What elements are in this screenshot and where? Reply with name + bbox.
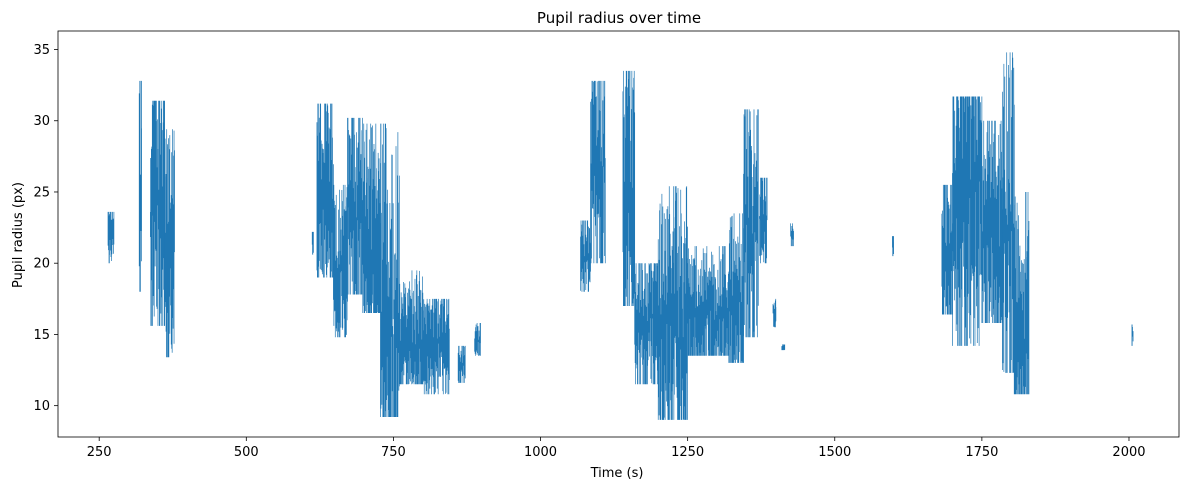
axes-frame bbox=[57, 30, 1180, 438]
series-trace-segment bbox=[590, 80, 606, 264]
x-axis-label: Time (s) bbox=[590, 466, 644, 481]
series-trace bbox=[687, 246, 730, 356]
series-trace bbox=[422, 298, 450, 395]
series-trace-segment bbox=[580, 220, 591, 292]
series-trace-segment bbox=[398, 270, 424, 385]
series-trace bbox=[311, 231, 314, 255]
series-trace-segment bbox=[781, 344, 786, 351]
series-trace-segment bbox=[790, 223, 794, 247]
x-tick-label: 750 bbox=[381, 445, 406, 460]
series-trace bbox=[138, 80, 142, 292]
series-trace bbox=[333, 184, 348, 338]
series-trace bbox=[759, 177, 768, 264]
x-tick-label: 1000 bbox=[524, 445, 557, 460]
series-trace-segment bbox=[316, 103, 334, 278]
series-trace-segment bbox=[1002, 52, 1015, 373]
y-tick-label: 25 bbox=[33, 185, 50, 200]
x-tick-label: 2000 bbox=[1112, 445, 1145, 460]
x-tick-label: 1250 bbox=[671, 445, 704, 460]
series-trace-segment bbox=[892, 236, 894, 257]
series-trace-segment bbox=[759, 177, 768, 264]
series-trace-segment bbox=[743, 109, 759, 338]
series-trace bbox=[362, 123, 381, 314]
y-axis-label: Pupil radius (px) bbox=[11, 182, 26, 288]
series-trace bbox=[981, 120, 1003, 324]
x-tick-label: 1750 bbox=[965, 445, 998, 460]
x-tick-label: 250 bbox=[87, 445, 112, 460]
series-trace bbox=[316, 103, 334, 278]
series-trace-segment bbox=[474, 323, 481, 356]
series-trace bbox=[1002, 52, 1015, 373]
series-trace-segment bbox=[311, 231, 314, 255]
series-trace-segment bbox=[657, 186, 688, 420]
x-tick-label: 500 bbox=[234, 445, 259, 460]
series-trace-segment bbox=[107, 211, 115, 264]
series-trace-segment bbox=[981, 120, 1003, 324]
series-trace-segment bbox=[952, 96, 983, 346]
series-trace-segment bbox=[772, 298, 777, 328]
x-axis: 250 500 750 1000 1250 1500 1750 2000 bbox=[87, 437, 1146, 460]
series-trace bbox=[1013, 191, 1030, 395]
x-tick-label: 1500 bbox=[818, 445, 851, 460]
plot-area bbox=[107, 52, 1134, 420]
y-tick-label: 15 bbox=[33, 328, 50, 343]
series-trace bbox=[347, 117, 364, 295]
series-trace bbox=[941, 184, 953, 315]
y-axis: 10 15 20 25 30 35 bbox=[33, 43, 58, 414]
chart-title: Pupil radius over time bbox=[537, 9, 701, 27]
series-trace bbox=[380, 123, 400, 418]
series-trace bbox=[164, 129, 175, 358]
series-trace bbox=[772, 298, 777, 328]
series-trace bbox=[743, 109, 759, 338]
series-trace-segment bbox=[138, 80, 142, 292]
series-trace bbox=[892, 236, 894, 257]
series-trace bbox=[1131, 324, 1134, 346]
series-trace bbox=[728, 213, 744, 363]
series-trace bbox=[398, 270, 424, 385]
series-trace-segment bbox=[1013, 191, 1030, 395]
series-trace-segment bbox=[941, 184, 953, 315]
series-trace bbox=[657, 186, 688, 420]
series-trace bbox=[634, 263, 659, 385]
series-trace-segment bbox=[150, 100, 166, 326]
y-tick-label: 30 bbox=[33, 114, 50, 129]
series-trace-segment bbox=[347, 117, 364, 295]
series-trace bbox=[590, 80, 606, 264]
series-trace-segment bbox=[457, 345, 466, 383]
series-trace-segment bbox=[333, 184, 348, 338]
y-tick-label: 35 bbox=[33, 43, 50, 58]
series-trace-segment bbox=[687, 246, 730, 356]
series-trace bbox=[150, 100, 166, 326]
series-trace bbox=[580, 220, 591, 292]
series-trace bbox=[622, 70, 636, 306]
series-trace-segment bbox=[728, 213, 744, 363]
series-trace bbox=[474, 323, 481, 356]
series-trace-segment bbox=[164, 129, 175, 358]
y-tick-label: 20 bbox=[33, 257, 50, 272]
series-trace bbox=[952, 96, 983, 346]
series-trace bbox=[790, 223, 794, 247]
series-trace bbox=[457, 345, 466, 383]
series-trace-segment bbox=[622, 70, 636, 306]
series-trace-segment bbox=[380, 123, 400, 418]
series-trace-segment bbox=[634, 263, 659, 385]
series-trace-segment bbox=[362, 123, 381, 314]
series-trace bbox=[107, 211, 115, 264]
y-tick-label: 10 bbox=[33, 399, 50, 414]
series-trace-segment bbox=[1131, 324, 1134, 346]
series-trace bbox=[781, 344, 786, 351]
series-trace-segment bbox=[422, 298, 450, 395]
